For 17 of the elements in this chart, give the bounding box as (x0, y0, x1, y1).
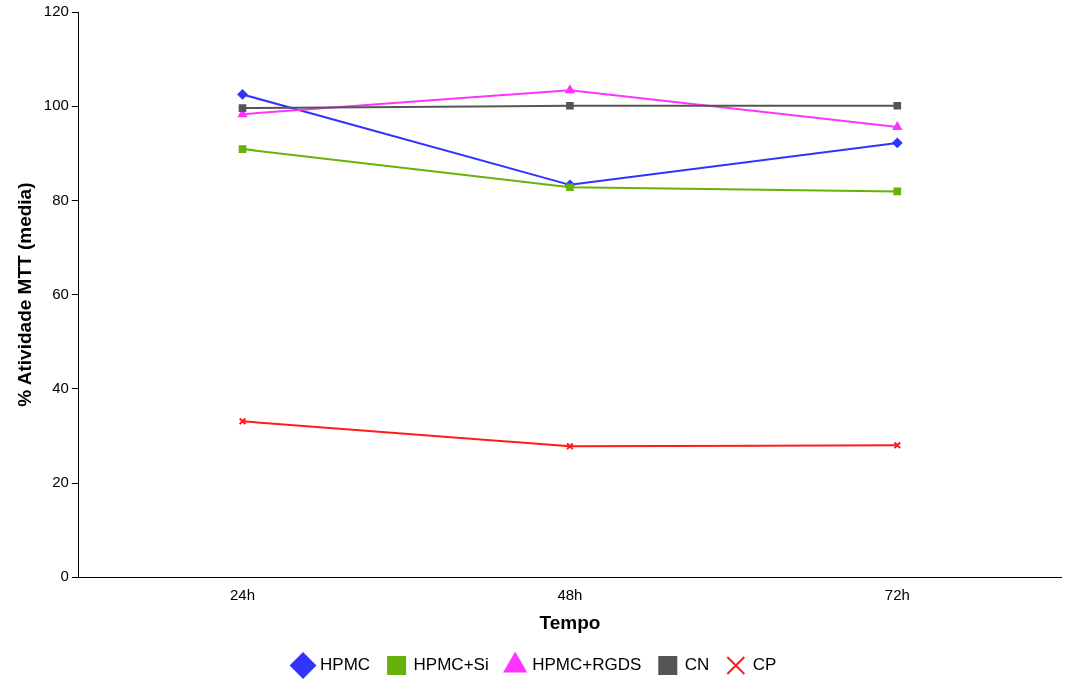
y-axis-title: % Atividade MTT (media) (13, 182, 35, 407)
x-axis-title: Tempo (539, 611, 601, 633)
legend-label: HPMC (320, 655, 371, 675)
legend-label: CN (684, 655, 710, 675)
y-tick-label: 40 (52, 378, 69, 396)
legend-label: HPMC+Si (413, 655, 489, 675)
y-tick-label: 120 (43, 2, 69, 20)
x-tick-label: 24h (230, 586, 256, 604)
x-tick-label: 48h (557, 586, 583, 604)
legend-label: HPMC+RGDS (532, 655, 642, 675)
legend-label: CP (752, 655, 777, 675)
y-tick-label: 20 (52, 473, 69, 491)
y-tick-label: 100 (43, 96, 69, 114)
y-tick-label: 60 (52, 284, 69, 302)
y-tick-label: 0 (60, 567, 69, 585)
x-tick-label: 72h (884, 586, 910, 604)
y-tick-label: 80 (52, 190, 69, 208)
